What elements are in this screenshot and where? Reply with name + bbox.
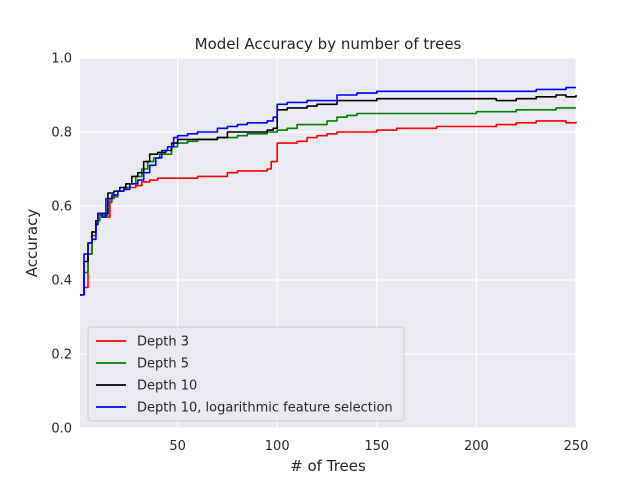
y-tick-label: 0.6 (51, 200, 72, 215)
y-tick-label: 1.0 (51, 52, 72, 67)
x-tick-label: 200 (464, 439, 489, 454)
tick-layer: 0.0 0.2 0.4 0.6 0.8 1.0 50 100 150 200 250 (51, 52, 588, 455)
legend: Depth 3 Depth 5 Depth 10 Depth 10, logarith… (87, 326, 405, 422)
legend-label-2: Depth 5 (137, 357, 189, 372)
y-tick-label: 0.2 (51, 348, 72, 363)
x-tick-label: 250 (564, 439, 589, 454)
series-line-4 (80, 86, 576, 296)
legend-label-3: Depth 10 (137, 379, 197, 394)
y-tick-label: 0.0 (51, 422, 72, 437)
chart-title: Model Accuracy by number of trees (195, 35, 462, 53)
y-tick-label: 0.8 (51, 126, 72, 141)
x-tick-label: 50 (169, 439, 186, 454)
legend-label-1: Depth 3 (137, 335, 189, 350)
series-layer (80, 86, 577, 296)
series-line-3 (80, 94, 577, 296)
y-tick-label: 0.4 (51, 274, 72, 289)
x-tick-label: 150 (364, 439, 389, 454)
y-axis-label: Accuracy (23, 209, 41, 278)
series-line-1 (80, 120, 577, 296)
x-axis-label: # of Trees (290, 457, 366, 475)
x-tick-label: 100 (265, 439, 290, 454)
legend-box (87, 326, 405, 422)
legend-label-4: Depth 10, logarithmic feature selection (137, 401, 393, 416)
